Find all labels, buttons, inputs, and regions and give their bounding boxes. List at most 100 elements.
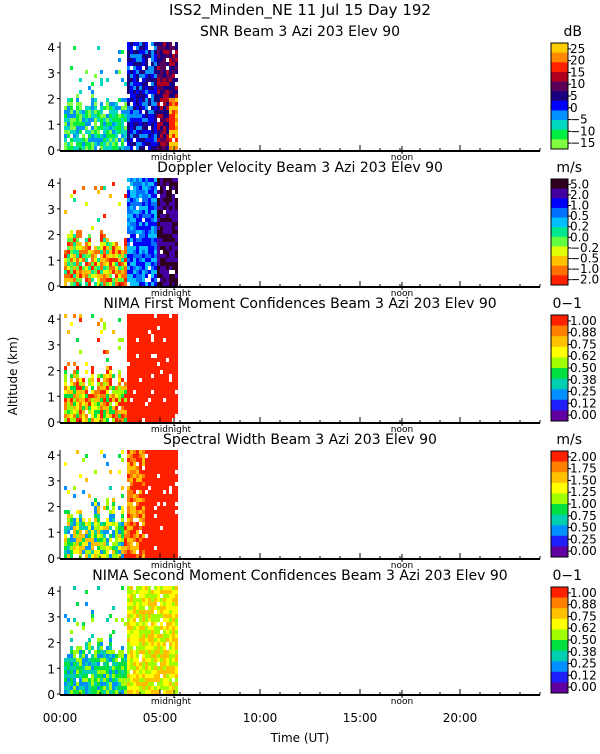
- heatmap-cell: [88, 242, 91, 246]
- heatmap-cell: [136, 202, 139, 206]
- heatmap-cell: [142, 398, 145, 402]
- heatmap-cell: [166, 654, 169, 658]
- heatmap-cell: [142, 326, 145, 330]
- heatmap-cell: [106, 142, 109, 146]
- heatmap-cell: [148, 74, 151, 78]
- heatmap-cell: [130, 546, 133, 550]
- heatmap-cell: [127, 354, 130, 358]
- heatmap-cell: [145, 314, 148, 318]
- heatmap-cell: [76, 402, 79, 406]
- heatmap-cell: [160, 322, 163, 326]
- heatmap-cell: [160, 606, 163, 610]
- heatmap-cell: [166, 146, 169, 150]
- colorbar-label: 0.25: [570, 532, 597, 546]
- heatmap-cell: [151, 262, 154, 266]
- heatmap-cell: [139, 182, 142, 186]
- heatmap-cell: [145, 242, 148, 246]
- heatmap-cell: [145, 94, 148, 98]
- heatmap-cell: [85, 662, 88, 666]
- heatmap-cell: [157, 350, 160, 354]
- heatmap-cell: [160, 58, 163, 62]
- heatmap-cell: [112, 522, 115, 526]
- heatmap-cell: [175, 126, 178, 130]
- heatmap-cell: [148, 378, 151, 382]
- heatmap-cell: [172, 534, 175, 538]
- heatmap-cell: [100, 406, 103, 410]
- heatmap-cell: [133, 622, 136, 626]
- heatmap-cell: [154, 418, 157, 422]
- heatmap-cell: [100, 394, 103, 398]
- heatmap-cell: [130, 530, 133, 534]
- heatmap-cell: [130, 550, 133, 554]
- heatmap-cell: [106, 138, 109, 142]
- heatmap-cell: [127, 630, 130, 634]
- heatmap-cell: [100, 258, 103, 262]
- heatmap-cell: [133, 254, 136, 258]
- heatmap-cell: [172, 230, 175, 234]
- heatmap-cell: [154, 386, 157, 390]
- colorbar-swatch: [551, 482, 568, 494]
- heatmap-cell: [142, 186, 145, 190]
- heatmap-cell: [70, 522, 73, 526]
- heatmap-cell: [85, 106, 88, 110]
- heatmap-cell: [136, 390, 139, 394]
- heatmap-cell: [142, 242, 145, 246]
- heatmap-cell: [112, 114, 115, 118]
- heatmap-cell: [139, 230, 142, 234]
- heatmap-cell: [169, 318, 172, 322]
- heatmap-cell: [76, 658, 79, 662]
- heatmap-cell: [151, 182, 154, 186]
- heatmap-cell: [157, 126, 160, 130]
- heatmap-cell: [145, 386, 148, 390]
- heatmap-cell: [142, 78, 145, 82]
- heatmap-cell: [76, 382, 79, 386]
- heatmap-cell: [94, 122, 97, 126]
- heatmap-cell: [82, 138, 85, 142]
- heatmap-cell: [142, 550, 145, 554]
- heatmap-cell: [148, 610, 151, 614]
- heatmap-cell: [160, 514, 163, 518]
- heatmap-cell: [148, 510, 151, 514]
- heatmap-cell: [97, 218, 100, 222]
- heatmap-cell: [160, 62, 163, 66]
- heatmap-cell: [169, 622, 172, 626]
- heatmap-cell: [124, 138, 127, 142]
- heatmap-cell: [106, 278, 109, 282]
- heatmap-cell: [160, 454, 163, 458]
- heatmap-cell: [124, 246, 127, 250]
- heatmap-cell: [64, 262, 67, 266]
- heatmap-cell: [127, 218, 130, 222]
- heatmap-cell: [127, 682, 130, 686]
- heatmap-cell: [151, 658, 154, 662]
- heatmap-cell: [121, 274, 124, 278]
- heatmap-cell: [133, 134, 136, 138]
- heatmap-cell: [163, 642, 166, 646]
- heatmap-cell: [109, 118, 112, 122]
- heatmap-cell: [127, 90, 130, 94]
- heatmap-cell: [142, 618, 145, 622]
- heatmap-cell: [85, 666, 88, 670]
- heatmap-cell: [64, 382, 67, 386]
- heatmap-cell: [172, 130, 175, 134]
- heatmap-cell: [100, 390, 103, 394]
- heatmap-cell: [169, 282, 172, 286]
- heatmap-cell: [157, 270, 160, 274]
- heatmap-cell: [85, 418, 88, 422]
- heatmap-cell: [136, 610, 139, 614]
- heatmap-cell: [82, 414, 85, 418]
- heatmap-cell: [169, 414, 172, 418]
- heatmap-cell: [142, 62, 145, 66]
- heatmap-cell: [151, 490, 154, 494]
- heatmap-cell: [139, 406, 142, 410]
- heatmap-cell: [175, 138, 178, 142]
- heatmap-cell: [91, 106, 94, 110]
- heatmap-cell: [154, 498, 157, 502]
- heatmap-cell: [151, 594, 154, 598]
- heatmap-cell: [109, 258, 112, 262]
- heatmap-cell: [166, 518, 169, 522]
- colorbar-label: 0.62: [570, 621, 597, 635]
- heatmap-cell: [175, 266, 178, 270]
- heatmap-cell: [88, 278, 91, 282]
- heatmap-cell: [151, 530, 154, 534]
- heatmap-cell: [148, 98, 151, 102]
